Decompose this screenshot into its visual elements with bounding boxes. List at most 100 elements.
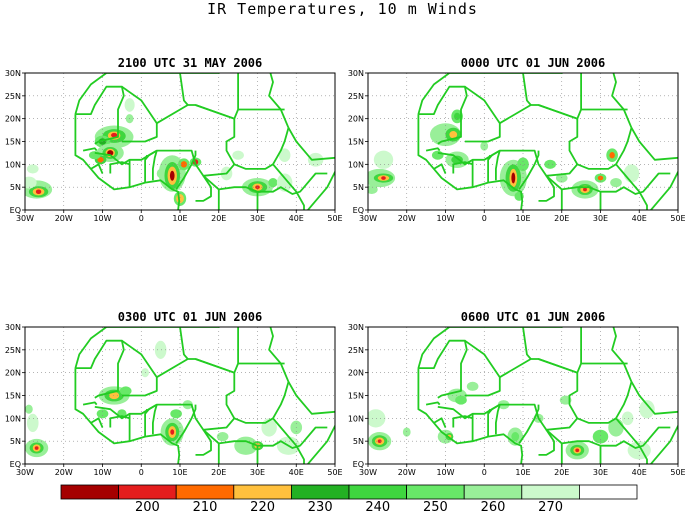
lon-tick-label: 10W [93,214,111,223]
country-border [179,327,189,360]
cloud-cell [268,178,278,188]
country-border [144,408,148,437]
country-border [268,73,335,210]
lat-tick-label: EQ [10,460,21,469]
colorbar-swatch [175,484,235,500]
country-border [611,327,678,464]
colorbar-label: 260 [481,500,506,512]
cloud-cell [156,168,165,179]
lon-tick-label: 30W [16,214,34,223]
lat-tick-label: 25N [5,346,21,355]
cloud-cell [449,130,458,139]
lon-tick-label: 20W [55,214,73,223]
cloud-cell [180,161,187,168]
country-border [611,73,678,210]
country-border [452,415,473,428]
country-border [495,404,501,435]
colorbar-swatch [521,484,580,500]
country-border [202,426,328,449]
colorbar-swatch [60,484,119,500]
lon-tick-label: 30E [250,214,265,223]
colorbar-label: 250 [423,500,448,512]
country-border [538,175,555,202]
cloud-cell [25,404,33,414]
lat-tick-label: 25N [348,346,364,355]
lat-tick-label: 10N [5,414,21,423]
cloud-cell [25,176,37,189]
cloud-cell [170,409,182,419]
main-title: IR Temperatures, 10 m Winds [207,0,478,18]
lon-tick-label: 30E [250,468,265,477]
country-border [268,327,335,464]
cloud-cell [154,340,167,359]
map-panel-3: 0300 UTC 01 JUN 2006 30W 20W 10W 0 10E 20E 30E 4… [5,310,343,477]
cloud-cell [34,446,39,450]
cloud-cell [170,429,175,435]
country-border [487,408,491,437]
cloud-cell [621,411,634,426]
cloud-cell [402,427,411,437]
panel-title: 0600 UTC 01 JUN 2006 [461,310,606,324]
country-border [195,175,212,202]
map-panel-2: 0000 UTC 01 JUN 2006 30W 20W 10W 0 10E 20E 30E 4… [348,56,685,223]
lat-tick-label: 20N [5,369,21,378]
lat-tick-label: 10N [348,414,364,423]
lon-tick-label: 30W [16,468,34,477]
map-area [368,327,678,464]
country-border [433,163,447,174]
map-area [25,73,335,210]
cloud-cell [97,157,104,163]
country-border [545,426,671,449]
country-border [545,172,671,195]
lon-tick-label: 20E [211,468,226,477]
colorbar-swatch [348,484,407,500]
lon-tick-label: 0 [139,468,144,477]
cloud-cell [592,429,609,444]
lat-tick-label: 5N [10,183,21,192]
cloud-cell [517,157,529,172]
country-border [425,147,441,152]
country-border [195,429,212,456]
lon-tick-label: 0 [139,214,144,223]
country-border [487,154,491,183]
lat-tick-label: EQ [353,206,364,215]
cloud-cell [373,150,394,169]
lon-tick-label: 50E [670,468,685,477]
colorbar: 200 210 220 230 240 250 260 270 [60,484,638,512]
lon-tick-label: 0 [482,468,487,477]
country-border [538,73,582,120]
country-border [518,150,540,190]
country-border [75,339,125,399]
country-border [417,327,524,369]
cloud-cell [597,175,604,181]
cloud-cell [466,381,479,391]
country-border [522,73,532,106]
country-border [538,327,582,374]
country-border [195,73,239,120]
cloud-cell [35,189,42,195]
country-border [272,163,305,210]
cloud-cell [368,184,378,195]
country-border [75,85,125,145]
country-border [179,73,189,106]
country-border [418,85,468,145]
lon-tick-label: 50E [670,214,685,223]
country-border [144,154,148,183]
cloud-cell [109,391,120,400]
panel-title: 0300 UTC 01 JUN 2006 [118,310,263,324]
country-border [418,339,468,399]
panel-title: 0000 UTC 01 JUN 2006 [461,56,606,70]
lon-tick-label: 20E [554,468,569,477]
colorbar-swatch [118,484,177,500]
lon-tick-label: 10E [515,214,530,223]
lon-tick-label: 30E [593,214,608,223]
lon-tick-label: 10E [172,214,187,223]
country-border [152,404,158,435]
cloud-cell [555,173,568,183]
colorbar-swatch [233,484,292,500]
lon-tick-label: 30W [359,214,377,223]
country-border [109,161,130,174]
lon-tick-label: 40E [632,214,647,223]
cloud-cell [480,141,489,151]
lon-tick-label: 0 [482,214,487,223]
